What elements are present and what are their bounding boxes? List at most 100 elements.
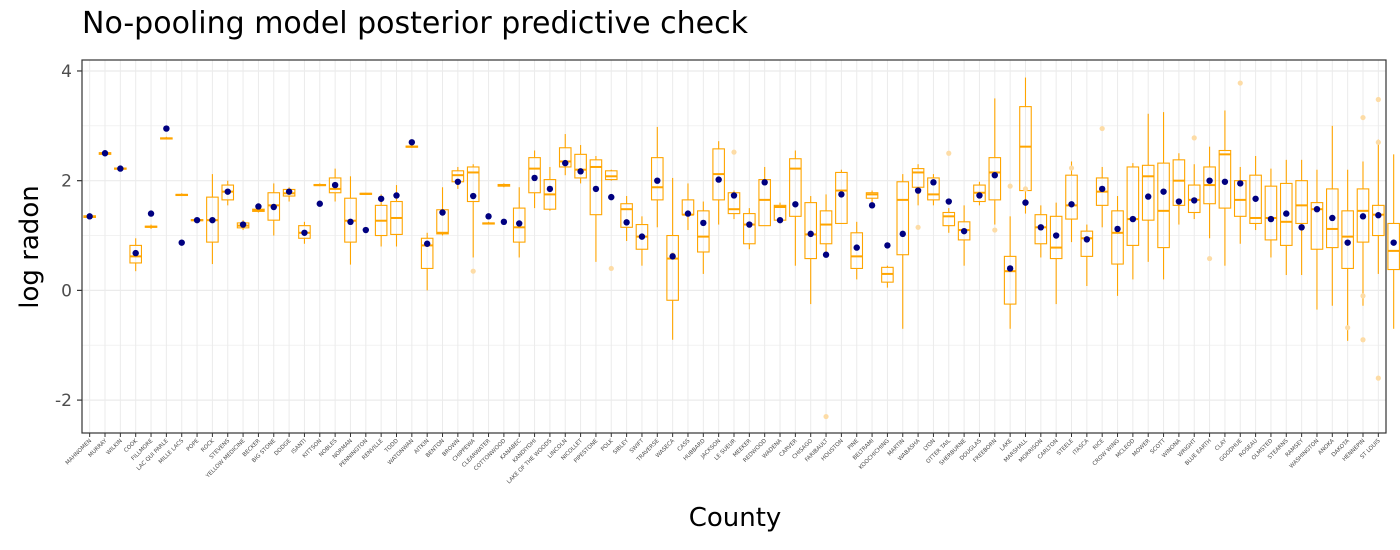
outlier-point <box>1191 135 1197 141</box>
observed-mean-point <box>224 188 231 195</box>
observed-mean-point <box>592 185 600 193</box>
observed-mean-point <box>86 213 93 220</box>
observed-mean-point <box>101 150 109 157</box>
outlier-point <box>1022 186 1029 192</box>
outlier-point <box>1375 96 1381 103</box>
observed-mean-point <box>1006 265 1014 272</box>
box <box>1172 159 1186 206</box>
observed-mean-point <box>301 229 308 236</box>
box <box>865 192 879 199</box>
box <box>1387 222 1400 271</box>
box <box>604 170 618 181</box>
observed-mean-point <box>193 216 201 224</box>
observed-mean-point <box>1359 213 1367 220</box>
observed-mean-point <box>807 230 814 238</box>
chart-title: No-pooling model posterior predictive ch… <box>82 6 749 41</box>
observed-mean-point <box>1390 239 1397 246</box>
observed-mean-point <box>1283 210 1290 217</box>
observed-mean-point <box>1129 215 1137 223</box>
outlier-point <box>470 268 476 274</box>
observed-mean-point <box>1252 195 1259 202</box>
x-tick-label: STEELE <box>1056 438 1075 457</box>
box <box>1049 215 1063 260</box>
observed-mean-point <box>638 233 646 240</box>
observed-mean-point <box>1298 224 1305 231</box>
box <box>743 213 756 245</box>
box <box>129 244 142 264</box>
observed-mean-point <box>178 239 185 246</box>
observed-mean-point <box>377 195 385 202</box>
outlier-point <box>1375 375 1381 381</box>
y-tick-label: 2 <box>61 172 72 192</box>
box <box>819 210 833 245</box>
box <box>1264 185 1278 241</box>
observed-mean-point <box>792 201 799 208</box>
observed-mean-point <box>1098 185 1106 193</box>
box <box>1279 182 1293 246</box>
box <box>942 211 956 227</box>
observed-mean-point <box>423 240 431 247</box>
box <box>420 237 434 269</box>
observed-mean-point <box>470 192 477 200</box>
outlier-point <box>1099 125 1105 132</box>
x-tick-label: WILKIN <box>106 438 124 456</box>
observed-mean-point <box>285 188 293 195</box>
observed-mean-point <box>654 177 661 184</box>
box <box>558 147 572 168</box>
box <box>1141 164 1155 221</box>
observed-mean-point <box>163 125 170 132</box>
outlier-point <box>1360 337 1366 343</box>
observed-mean-point <box>868 202 876 209</box>
box <box>1187 184 1201 214</box>
box <box>1080 230 1094 257</box>
box <box>1341 210 1354 269</box>
observed-mean-point <box>1313 206 1321 213</box>
box <box>896 181 910 256</box>
outlier-point <box>1345 325 1351 331</box>
box <box>835 171 848 225</box>
outlier-point <box>946 150 952 156</box>
observed-mean-point <box>209 216 216 224</box>
x-axis-title: County <box>688 503 782 533</box>
outlier-point <box>608 265 614 272</box>
observed-mean-point <box>991 171 998 179</box>
observed-mean-point <box>700 219 707 227</box>
box <box>988 157 1002 201</box>
observed-mean-point <box>500 218 508 226</box>
observed-mean-point <box>684 210 692 217</box>
outlier-point <box>823 413 829 420</box>
observed-mean-point <box>485 213 492 220</box>
observed-mean-point <box>1022 199 1029 206</box>
observed-mean-point <box>945 198 952 205</box>
box <box>1249 174 1262 225</box>
observed-mean-point <box>1267 215 1275 223</box>
x-tick-label: PINE <box>847 438 861 452</box>
observed-mean-point <box>546 185 554 193</box>
observed-mean-point <box>1221 178 1229 185</box>
x-tick-label: DODGE <box>274 438 293 457</box>
box <box>1111 210 1124 265</box>
observed-mean-point <box>1329 214 1336 222</box>
observed-mean-point <box>746 221 753 228</box>
outlier-point <box>992 227 998 233</box>
observed-mean-point <box>117 165 124 172</box>
observed-mean-point <box>976 192 983 199</box>
box <box>574 153 587 179</box>
box <box>1126 166 1140 246</box>
box <box>1372 204 1385 237</box>
box <box>650 157 664 201</box>
outlier-point <box>1068 165 1075 171</box>
observed-mean-point <box>884 242 891 249</box>
observed-mean-point <box>239 221 247 228</box>
box <box>267 192 281 221</box>
observed-mean-point <box>516 220 523 227</box>
observed-mean-point <box>347 218 354 226</box>
outlier-point <box>1360 114 1366 121</box>
x-tick-label: WASHINGTON <box>1289 438 1321 470</box>
outlier-point <box>1360 293 1366 299</box>
observed-mean-point <box>960 227 968 235</box>
box <box>466 166 480 203</box>
observed-mean-point <box>623 219 630 226</box>
observed-mean-point <box>730 192 738 199</box>
